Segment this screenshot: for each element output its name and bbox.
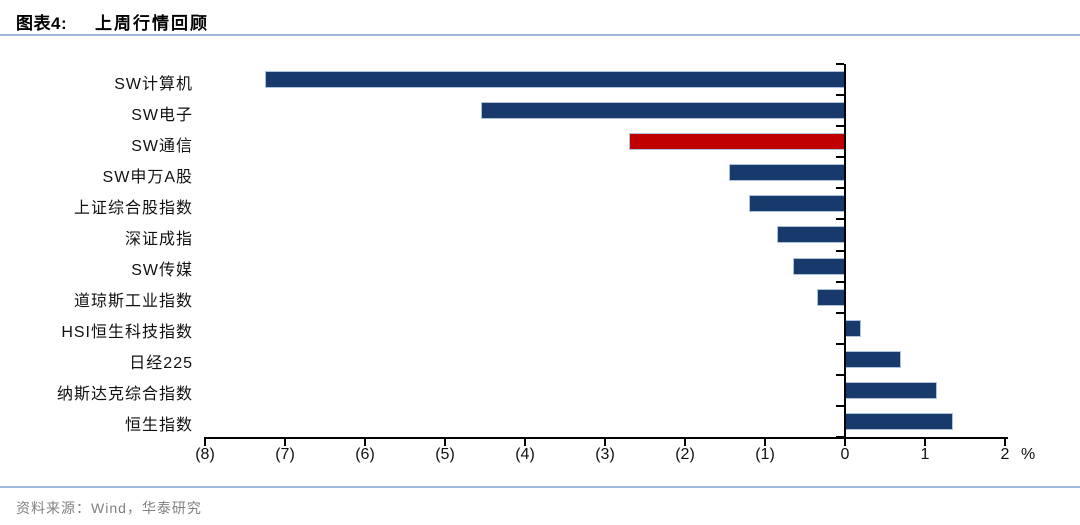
bar	[845, 412, 953, 430]
page-title: 上周行情回顾	[95, 14, 209, 33]
x-tick-label: (4)	[515, 446, 535, 463]
x-axis-tick	[364, 439, 366, 446]
x-tick-label: (1)	[755, 446, 775, 463]
x-tick-label: (6)	[355, 446, 375, 463]
category-label: 日经225	[129, 355, 193, 373]
x-tick-label: 0	[840, 446, 850, 463]
x-tick-label: (3)	[595, 446, 615, 463]
category-label: 深证成指	[124, 230, 193, 248]
bar	[749, 195, 845, 213]
x-tick-label: 1	[920, 446, 930, 463]
zero-axis-tick	[836, 311, 844, 314]
bar	[817, 288, 845, 306]
category-label: 道琼斯工业指数	[73, 293, 193, 311]
category-label: 恒生指数	[124, 417, 193, 435]
x-tick-label: (2)	[675, 446, 695, 463]
chart-header: 图表4: 上周行情回顾	[0, 0, 1080, 36]
x-tick-label: 2	[1000, 446, 1010, 463]
x-axis-tick	[684, 439, 686, 446]
category-label: 纳斯达克综合指数	[56, 386, 193, 404]
source-text: 资料来源：Wind，华泰研究	[16, 500, 202, 516]
zero-axis-tick	[836, 187, 844, 190]
zero-axis-tick	[836, 404, 844, 407]
x-axis-tick	[204, 439, 206, 446]
bar	[629, 133, 845, 151]
category-label: HSI恒生科技指数	[61, 324, 193, 342]
bar	[793, 257, 845, 275]
category-label: SW申万A股	[102, 168, 193, 186]
bar	[845, 319, 861, 337]
category-label: SW通信	[131, 137, 193, 155]
zero-axis-tick	[836, 342, 844, 345]
x-tick-label: (8)	[195, 446, 215, 463]
x-axis-tick	[1004, 439, 1006, 446]
x-axis-tick	[524, 439, 526, 446]
zero-axis-tick	[836, 373, 844, 376]
plot-area: SW计算机 SW电子 SW通信 SW申万A股上证综合股指数深证成指 SW传媒道琼斯工业指…	[0, 40, 1080, 480]
bar	[481, 102, 845, 120]
bar	[845, 350, 901, 368]
x-axis-tick	[764, 439, 766, 446]
zero-axis-tick	[836, 249, 844, 252]
bar	[777, 226, 845, 244]
x-tick-label: (5)	[435, 446, 455, 463]
category-label: 上证综合股指数	[73, 199, 193, 217]
zero-axis-tick	[836, 280, 844, 283]
zero-axis	[844, 64, 846, 437]
unit-label: %	[1021, 446, 1036, 463]
category-label: SW传媒	[131, 262, 193, 280]
x-axis-tick	[924, 439, 926, 446]
zero-axis-tick	[836, 156, 844, 159]
bar	[845, 381, 937, 399]
chart-footer: 资料来源：Wind，华泰研究	[0, 486, 1080, 525]
figure-label: 图表4:	[16, 14, 68, 33]
x-axis-tick	[604, 439, 606, 446]
x-axis-tick	[844, 439, 846, 446]
bar	[729, 164, 845, 182]
zero-axis-tick	[836, 63, 844, 65]
x-axis	[204, 437, 1008, 439]
x-axis-tick	[444, 439, 446, 446]
bar	[265, 71, 845, 89]
category-label: SW计算机	[114, 75, 193, 93]
zero-axis-tick	[836, 218, 844, 221]
category-label: SW电子	[131, 106, 193, 124]
zero-axis-tick	[836, 125, 844, 128]
x-tick-label: (7)	[275, 446, 295, 463]
zero-axis-tick	[836, 94, 844, 97]
x-axis-tick	[284, 439, 286, 446]
